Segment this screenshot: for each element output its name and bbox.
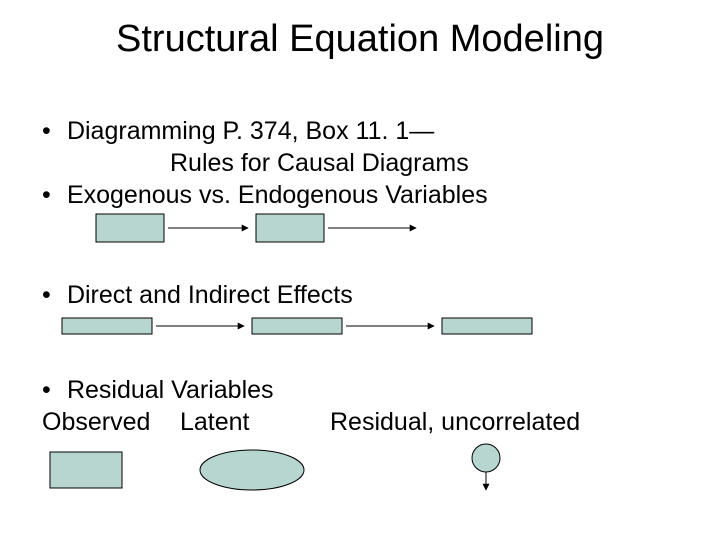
label-latent: Latent [180, 407, 250, 437]
box-a [96, 214, 164, 242]
box-b [256, 214, 324, 242]
bullet-2-text: Exogenous vs. Endogenous Variables [67, 181, 488, 209]
box-2 [252, 318, 342, 334]
bullet-3: • Direct and Indirect Effects [42, 280, 353, 310]
bullet-dot-icon: • [42, 375, 60, 405]
bullet-4: • Residual Variables [42, 375, 274, 405]
box-3 [442, 318, 532, 334]
bullet-3-text: Direct and Indirect Effects [67, 281, 353, 309]
bullet-1: • Diagramming P. 374, Box 11. 1— [42, 116, 434, 146]
label-residual: Residual, uncorrelated [330, 407, 580, 437]
box-1 [62, 318, 152, 334]
diagram-residual [50, 442, 570, 502]
diagram-exogenous [96, 214, 436, 248]
bullet-1-text: Diagramming P. 374, Box 11. 1— [67, 117, 434, 145]
bullet-1-sub: Rules for Causal Diagrams [170, 148, 469, 178]
bullet-4-text: Residual Variables [67, 376, 274, 404]
bullet-dot-icon: • [42, 280, 60, 310]
bullet-2: • Exogenous vs. Endogenous Variables [42, 180, 488, 210]
label-observed: Observed [42, 407, 150, 437]
latent-shape [200, 450, 304, 490]
residual-shape [472, 444, 500, 472]
observed-shape [50, 452, 122, 488]
slide: Structural Equation Modeling • Diagrammi… [0, 0, 720, 540]
diagram-direct-indirect [62, 318, 542, 338]
bullet-dot-icon: • [42, 180, 60, 210]
bullet-dot-icon: • [42, 116, 60, 146]
slide-title: Structural Equation Modeling [0, 18, 720, 61]
